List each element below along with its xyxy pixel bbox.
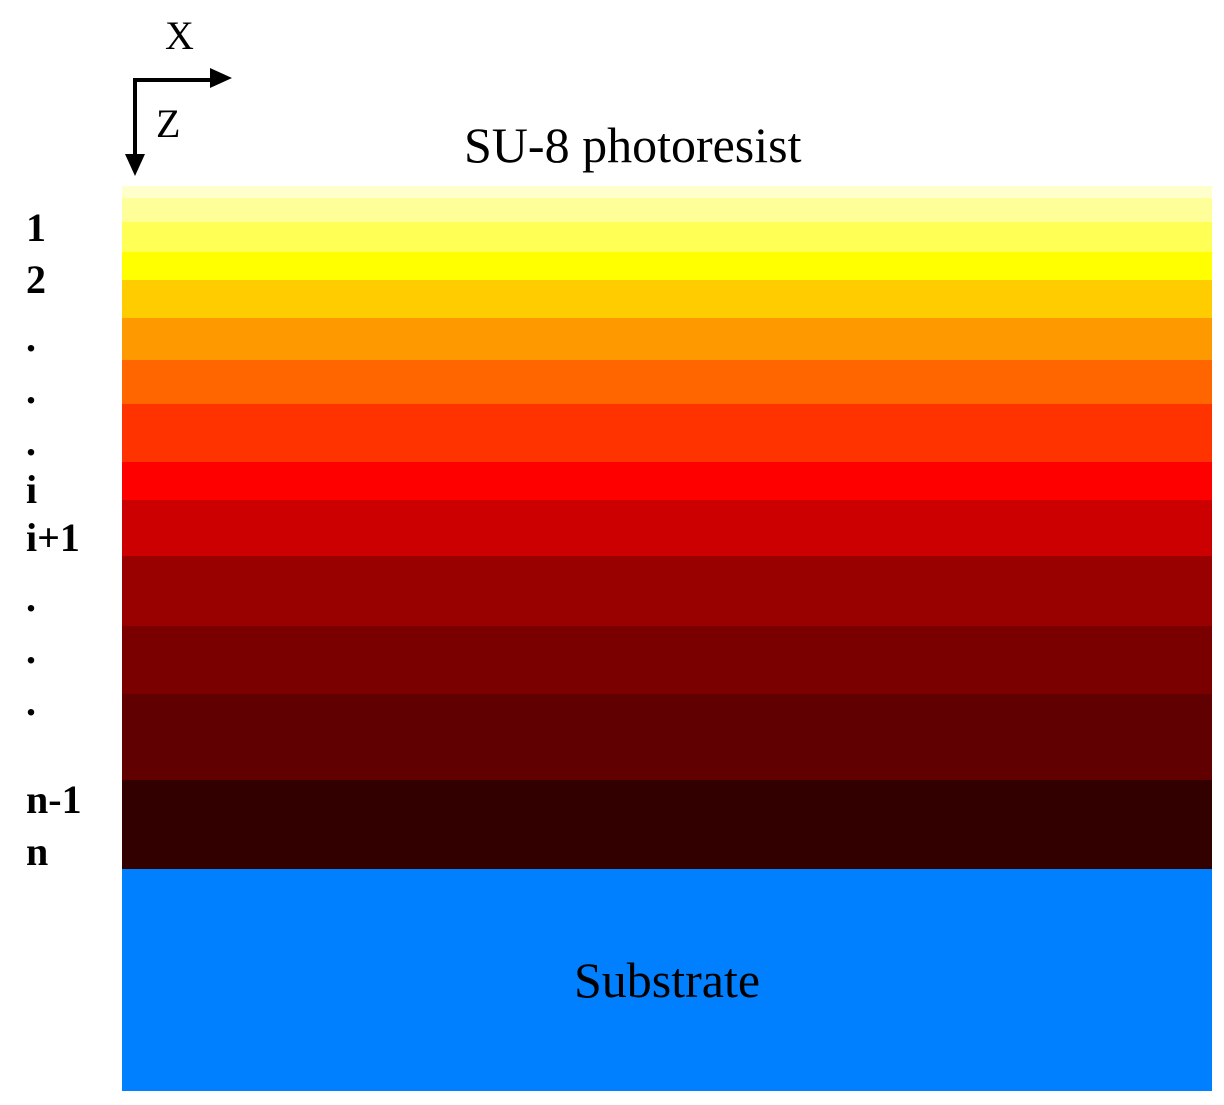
layer-index-label: .	[26, 627, 36, 672]
photoresist-layer	[122, 556, 1212, 626]
layer-index-label: 2	[26, 257, 46, 302]
photoresist-layer	[122, 694, 1212, 780]
photoresist-layer-stack	[122, 186, 1212, 869]
photoresist-layer	[122, 186, 1212, 198]
photoresist-layer	[122, 252, 1212, 280]
diagram-title: SU-8 photoresist	[464, 117, 802, 173]
layer-index-label: 1	[26, 205, 46, 250]
x-axis-label: X	[165, 13, 194, 58]
layer-index-label: n	[26, 829, 49, 874]
photoresist-layer	[122, 318, 1212, 360]
photoresist-layer	[122, 280, 1212, 318]
photoresist-layer	[122, 404, 1212, 462]
photoresist-layer	[122, 780, 1212, 869]
layer-index-label: i	[26, 467, 38, 512]
layer-index-label: .	[26, 419, 36, 464]
coordinate-axes	[125, 68, 232, 176]
photoresist-layer	[122, 500, 1212, 556]
photoresist-layer	[122, 626, 1212, 694]
photoresist-layer	[122, 222, 1212, 252]
layer-index-label: i+1	[26, 515, 80, 560]
photoresist-layer	[122, 462, 1212, 500]
layer-index-label: .	[26, 575, 36, 620]
layer-index-label: n-1	[26, 777, 82, 822]
layer-index-label: .	[26, 367, 36, 412]
photoresist-layer	[122, 360, 1212, 404]
layer-index-label: .	[26, 315, 36, 360]
substrate-label: Substrate	[573, 952, 761, 1008]
photoresist-layer	[122, 198, 1212, 222]
z-axis-label: Z	[156, 101, 181, 146]
z-axis-arrowhead	[125, 154, 145, 176]
substrate-layer: Substrate	[122, 869, 1212, 1091]
layer-index-label: .	[26, 679, 36, 724]
x-axis-arrowhead	[210, 68, 232, 88]
